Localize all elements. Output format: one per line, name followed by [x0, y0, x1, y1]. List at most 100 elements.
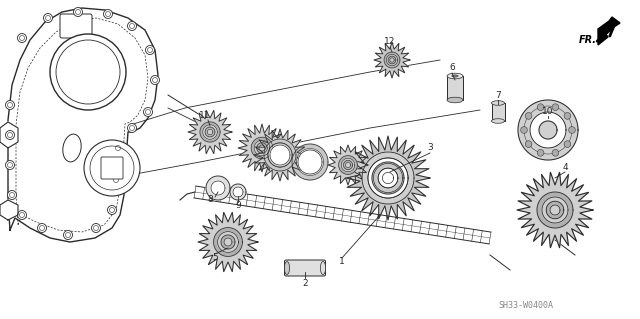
- Circle shape: [6, 130, 15, 139]
- Ellipse shape: [492, 101, 504, 105]
- Circle shape: [38, 224, 47, 233]
- Polygon shape: [230, 184, 246, 200]
- Ellipse shape: [63, 134, 81, 162]
- FancyBboxPatch shape: [285, 260, 326, 276]
- Polygon shape: [221, 235, 235, 249]
- Polygon shape: [298, 150, 322, 174]
- Polygon shape: [346, 162, 351, 167]
- Polygon shape: [368, 158, 408, 198]
- Polygon shape: [252, 137, 273, 159]
- Polygon shape: [271, 146, 289, 164]
- Polygon shape: [233, 187, 243, 197]
- Ellipse shape: [492, 119, 504, 123]
- Polygon shape: [387, 54, 397, 66]
- Circle shape: [113, 144, 122, 152]
- Polygon shape: [492, 103, 504, 121]
- Polygon shape: [257, 143, 268, 153]
- Polygon shape: [388, 56, 396, 64]
- Circle shape: [111, 175, 120, 184]
- Circle shape: [6, 100, 15, 109]
- Text: 10: 10: [542, 108, 554, 116]
- Polygon shape: [378, 168, 398, 188]
- Polygon shape: [341, 158, 355, 172]
- Polygon shape: [254, 129, 306, 181]
- Polygon shape: [547, 201, 564, 219]
- Text: 8: 8: [207, 196, 213, 204]
- Polygon shape: [368, 158, 408, 198]
- FancyBboxPatch shape: [101, 157, 123, 179]
- Text: 11: 11: [199, 110, 211, 120]
- Circle shape: [44, 13, 52, 23]
- Circle shape: [537, 104, 544, 111]
- Polygon shape: [188, 110, 232, 154]
- Polygon shape: [207, 129, 212, 135]
- Polygon shape: [530, 112, 566, 148]
- Polygon shape: [224, 238, 232, 246]
- Polygon shape: [518, 100, 578, 160]
- Circle shape: [17, 211, 26, 219]
- Circle shape: [84, 140, 140, 196]
- Text: 12: 12: [384, 38, 396, 47]
- Polygon shape: [542, 197, 568, 223]
- Ellipse shape: [447, 97, 463, 103]
- Text: 6: 6: [449, 63, 455, 72]
- Polygon shape: [270, 145, 290, 165]
- Circle shape: [143, 108, 152, 116]
- Polygon shape: [598, 17, 620, 45]
- Polygon shape: [378, 168, 398, 188]
- Polygon shape: [254, 140, 270, 156]
- Circle shape: [564, 113, 571, 119]
- Text: 2: 2: [302, 278, 308, 287]
- Circle shape: [537, 150, 544, 156]
- Circle shape: [569, 127, 575, 133]
- Text: FR.: FR.: [579, 35, 597, 45]
- Polygon shape: [0, 200, 18, 220]
- Polygon shape: [328, 145, 368, 185]
- Text: 3: 3: [427, 144, 433, 152]
- Polygon shape: [384, 52, 400, 68]
- Circle shape: [552, 150, 559, 156]
- Polygon shape: [218, 232, 239, 252]
- Polygon shape: [238, 124, 286, 172]
- Circle shape: [17, 33, 26, 42]
- Polygon shape: [0, 122, 18, 148]
- Circle shape: [521, 127, 527, 133]
- Polygon shape: [374, 163, 403, 193]
- Polygon shape: [206, 176, 230, 200]
- Text: 7: 7: [495, 91, 501, 100]
- Text: SH33-W0400A: SH33-W0400A: [498, 300, 553, 309]
- Text: 4: 4: [562, 164, 568, 173]
- Circle shape: [108, 205, 116, 214]
- Polygon shape: [517, 172, 593, 248]
- Circle shape: [552, 104, 559, 111]
- Circle shape: [104, 10, 113, 19]
- Circle shape: [8, 190, 17, 199]
- Polygon shape: [214, 227, 243, 256]
- Circle shape: [150, 76, 159, 85]
- Polygon shape: [390, 58, 394, 62]
- Text: 5: 5: [212, 254, 218, 263]
- Polygon shape: [211, 181, 225, 195]
- Polygon shape: [205, 127, 215, 137]
- Polygon shape: [346, 136, 430, 220]
- Ellipse shape: [452, 75, 458, 77]
- Polygon shape: [264, 139, 296, 171]
- Text: 9: 9: [235, 202, 241, 211]
- Circle shape: [92, 224, 100, 233]
- Polygon shape: [447, 76, 463, 100]
- Polygon shape: [339, 156, 357, 174]
- Circle shape: [564, 141, 571, 147]
- Circle shape: [6, 160, 15, 169]
- Polygon shape: [198, 212, 258, 272]
- Polygon shape: [8, 8, 158, 242]
- Circle shape: [525, 141, 532, 147]
- Polygon shape: [268, 143, 292, 167]
- Circle shape: [74, 8, 83, 17]
- Polygon shape: [372, 162, 404, 194]
- Polygon shape: [539, 121, 557, 139]
- Circle shape: [50, 34, 126, 110]
- Polygon shape: [276, 152, 284, 159]
- Polygon shape: [274, 149, 286, 161]
- Circle shape: [145, 46, 154, 55]
- Polygon shape: [550, 205, 560, 215]
